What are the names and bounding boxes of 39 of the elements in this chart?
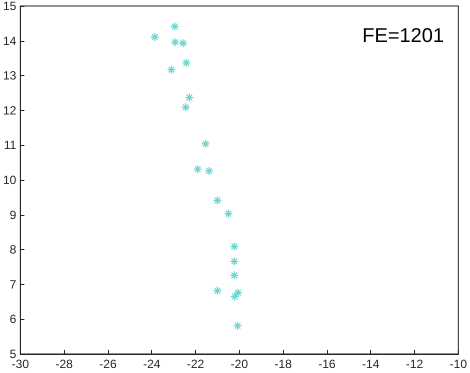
point [166, 65, 176, 74]
point [230, 256, 239, 266]
x-tick-label: -20 [230, 357, 248, 371]
annotation: FE=1201 [362, 25, 444, 47]
y-tick-label: 13 [2, 68, 17, 83]
point [193, 164, 202, 174]
y-tick-label: 8 [10, 242, 17, 257]
x-tick-label: -10 [450, 357, 468, 371]
y-tick-label: 12 [2, 103, 17, 118]
x-tick-label: -14 [362, 357, 380, 371]
point [150, 32, 160, 42]
point [232, 321, 242, 330]
y-tick-label: 9 [10, 208, 17, 222]
point [224, 209, 233, 218]
point [170, 38, 180, 47]
point [212, 196, 222, 206]
y-tick-label: 11 [4, 138, 17, 152]
point [230, 242, 239, 252]
x-tick-label: -12 [406, 357, 424, 371]
y-tick-label: 14 [2, 34, 17, 48]
y-tick-label: 7 [10, 277, 17, 292]
y-tick-label: 6 [10, 312, 17, 326]
x-tick-label: -26 [99, 357, 117, 371]
point [204, 166, 214, 176]
x-tick-label: -16 [318, 357, 336, 371]
point [182, 58, 191, 68]
x-tick-label: -22 [186, 357, 205, 371]
point [230, 292, 240, 302]
point [212, 286, 222, 296]
point [178, 38, 188, 48]
point [230, 270, 239, 280]
y-tick-label: 15 [2, 0, 17, 13]
x-tick-label: -24 [143, 357, 161, 371]
point [201, 139, 210, 148]
point [233, 288, 243, 298]
x-tick-label: -18 [274, 357, 292, 371]
point [170, 22, 180, 32]
y-tick-label: 10 [2, 173, 17, 187]
x-tick-label: -28 [55, 357, 74, 371]
